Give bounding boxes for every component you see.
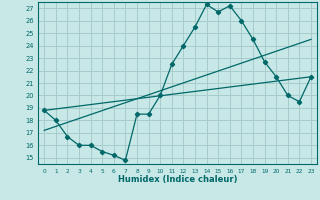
X-axis label: Humidex (Indice chaleur): Humidex (Indice chaleur) [118,175,237,184]
